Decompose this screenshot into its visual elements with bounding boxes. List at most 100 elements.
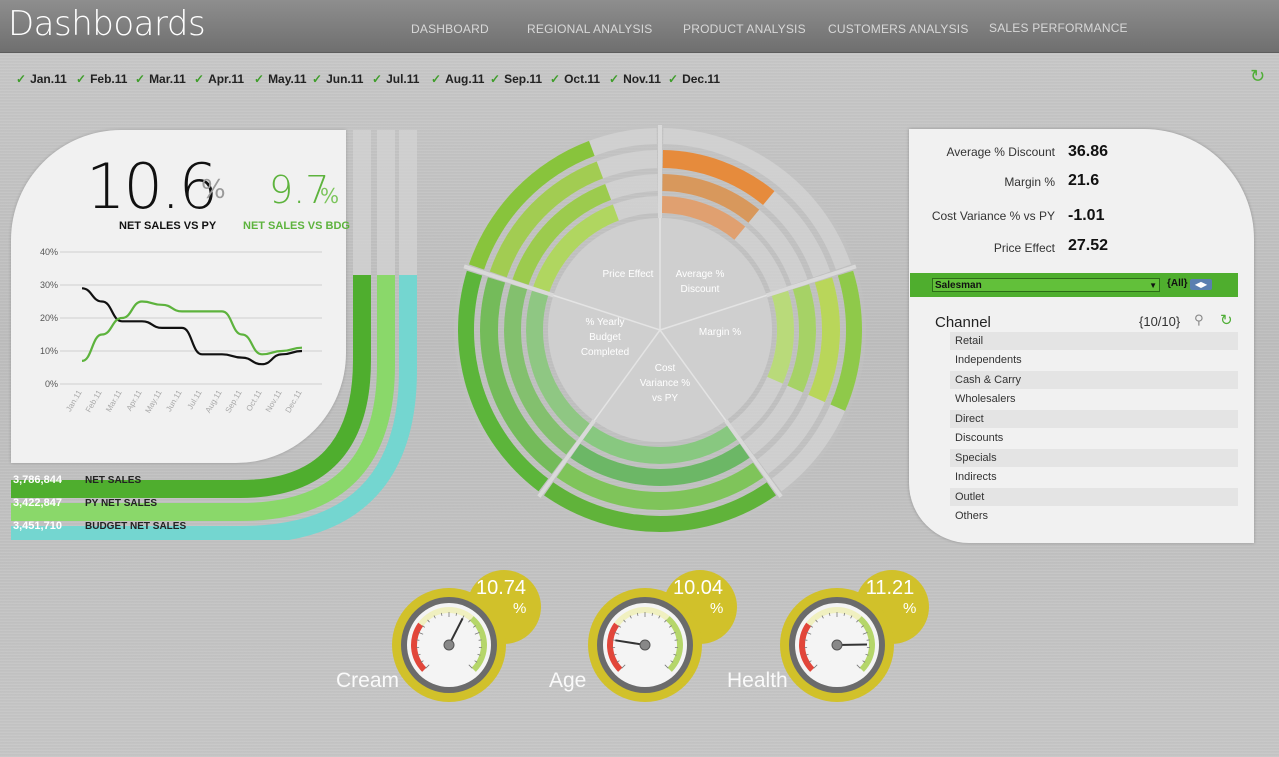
gauge-tick [670, 632, 676, 635]
check-icon: ✓ [312, 72, 323, 86]
channel-item[interactable]: Specials [950, 449, 1238, 467]
x-tick-label: Jan.11 [64, 388, 84, 413]
month-checkbox[interactable]: ✓ Apr.11 [194, 72, 245, 86]
metric-value: 27.52 [1068, 237, 1109, 254]
radial-bar [526, 290, 590, 438]
month-checkbox[interactable]: ✓ Dec.11 [668, 72, 721, 86]
nav-sales-performance[interactable]: SALES PERFORMANCE [989, 21, 1128, 35]
radial-label: % Yearly Budget Completed [581, 317, 629, 358]
month-checkbox[interactable]: ✓ Jan.11 [16, 72, 67, 86]
gauge-tick [856, 619, 859, 623]
gauge-tick [651, 612, 654, 616]
net-sales-vs-bdg-label: NET SALES VS BDG [243, 220, 350, 232]
gauge-tick [805, 653, 809, 656]
radial-divider [593, 329, 661, 422]
prev-next-arrows-icon[interactable]: ◀▶ [1190, 279, 1212, 290]
gauge-tick [474, 660, 478, 663]
health-gauge [780, 570, 929, 702]
radial-track [663, 128, 852, 270]
gauge-tick [862, 660, 866, 663]
gauge-yellow-zone [806, 607, 862, 627]
gauge-tick [815, 619, 818, 623]
main-nav: DASHBOARD REGIONAL ANALYSIS PRODUCT ANAL… [0, 21, 1279, 38]
percent-sign: % [710, 600, 724, 617]
metric-label: Average % Discount [946, 145, 1055, 159]
search-icon[interactable]: ⚲ [1194, 313, 1204, 328]
gauge-green-zone [665, 616, 683, 672]
gauge-tick [806, 632, 812, 635]
x-tick-label: Dec.11 [284, 388, 304, 414]
metric-label: Cost Variance % vs PY [931, 209, 1055, 223]
month-checkbox[interactable]: ✓ Nov.11 [609, 72, 661, 86]
channel-item[interactable]: Independents [955, 354, 1022, 366]
gauge-tick [658, 615, 661, 619]
month-checkbox[interactable]: ✓ May.11 [254, 72, 307, 86]
channel-item[interactable]: Indirects [955, 471, 997, 483]
metric-value: 36.86 [1068, 143, 1109, 160]
check-icon: ✓ [135, 72, 146, 86]
channel-item[interactable]: Retail [950, 332, 1238, 350]
month-checkbox[interactable]: ✓ Oct.11 [550, 72, 601, 86]
nav-customers-analysis[interactable]: CUSTOMERS ANALYSIS [828, 22, 969, 36]
gauge-tick [670, 660, 674, 663]
nav-dashboard[interactable]: DASHBOARD [411, 22, 489, 36]
refresh-icon[interactable]: ↻ [1250, 66, 1266, 87]
check-icon: ✓ [16, 72, 27, 86]
budget-net-sales-label: BUDGET NET SALES [85, 521, 187, 532]
month-checkbox[interactable]: ✓ Mar.11 [135, 72, 186, 86]
channel-item[interactable]: Others [955, 510, 989, 522]
salesman-all-label: {All} [1167, 278, 1188, 289]
gauge-tick [621, 664, 626, 669]
net-sales-value: 3,786,844 [13, 474, 62, 486]
gauge-tick [856, 664, 861, 669]
age-gauge-label: Age [549, 669, 587, 692]
refresh-icon[interactable]: ↻ [1220, 311, 1233, 329]
net-sales-card [11, 130, 346, 463]
gauge-tick [418, 632, 424, 635]
radial-divider [553, 294, 661, 331]
gauge-tick [664, 664, 669, 669]
salesman-dropdown[interactable]: Salesman ▼ [932, 278, 1160, 292]
nav-product-analysis[interactable]: PRODUCT ANALYSIS [683, 22, 806, 36]
month-checkbox[interactable]: ✓ Feb.11 [76, 72, 128, 86]
age-gauge-value: 10.04 [672, 577, 724, 599]
x-tick-label: Oct.11 [244, 388, 264, 413]
gauge-tick [462, 615, 465, 619]
channel-item[interactable]: Outlet [950, 488, 1238, 506]
radial-bar [480, 277, 563, 474]
channel-item[interactable]: Discounts [955, 432, 1004, 444]
health-gauge-label: Health [727, 669, 788, 692]
channel-item[interactable]: Direct [950, 410, 1238, 428]
radial-divider [659, 329, 727, 422]
y-tick-label: 10% [40, 346, 58, 356]
channel-item[interactable]: Wholesalers [955, 393, 1016, 405]
metric-value: -1.01 [1068, 207, 1105, 224]
gauge-hub [639, 639, 651, 651]
percent-sign: % [903, 600, 917, 617]
x-tick-label: Jul.11 [186, 388, 204, 411]
radial-bar [662, 150, 775, 206]
legend-budget-net-sales: 3,451,710 BUDGET NET SALES [11, 519, 346, 536]
check-icon: ✓ [609, 72, 620, 86]
net-sales-vs-bdg-value: 9.7 [269, 168, 330, 212]
x-tick-label: Nov.11 [264, 388, 284, 414]
month-checkbox[interactable]: ✓ Jun.11 [312, 72, 364, 86]
cream-gauge-label: Cream [336, 669, 400, 692]
gauge-tick [616, 660, 620, 663]
radial-label: Price Effect [603, 269, 654, 280]
gauge-green-zone [857, 616, 875, 672]
month-checkbox[interactable]: ✓ Jul.11 [372, 72, 420, 86]
x-tick-label: Aug.11 [204, 388, 224, 414]
gauge-hub [831, 639, 843, 651]
metric-value: 21.6 [1068, 172, 1100, 189]
gauge-tick [673, 653, 677, 656]
gauge-tick [850, 615, 853, 619]
gauge-tick [664, 619, 667, 623]
month-checkbox[interactable]: ✓ Sep.11 [490, 72, 543, 86]
channel-item[interactable]: Cash & Carry [950, 371, 1238, 389]
gauge-tick [808, 660, 812, 663]
month-checkbox[interactable]: ✓ Aug.11 [431, 72, 485, 86]
radial-divider [659, 294, 767, 331]
check-icon: ✓ [76, 72, 87, 86]
nav-regional-analysis[interactable]: REGIONAL ANALYSIS [527, 22, 653, 36]
